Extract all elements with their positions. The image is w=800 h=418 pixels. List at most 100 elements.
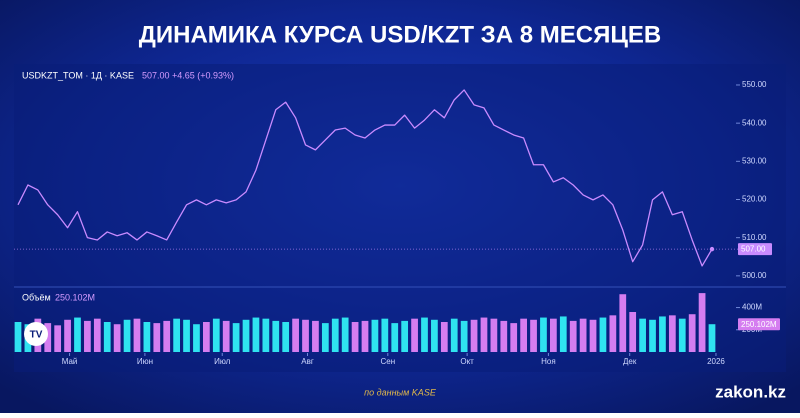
volume-bar (708, 324, 716, 352)
last-price-label: 507.00 (741, 245, 766, 254)
volume-bar (411, 318, 418, 352)
volume-bar (203, 322, 210, 352)
volume-bar (103, 322, 111, 352)
x-tick-label: Дек (623, 357, 637, 366)
volume-bar (93, 318, 101, 352)
y-tick-label: 530.00 (742, 156, 767, 165)
volume-bar (440, 322, 448, 352)
last-price-box (738, 243, 772, 256)
volume-bar (569, 320, 577, 352)
volume-bar (54, 325, 62, 352)
logo: TV (24, 322, 48, 346)
volume-bar (163, 320, 171, 352)
volume-bar (242, 319, 250, 352)
volume-bar (480, 317, 488, 352)
volume-bar (302, 319, 309, 352)
volume-bar (520, 318, 527, 352)
volume-bar (113, 324, 121, 352)
last-price: 507.00 (142, 70, 170, 80)
volume-bar (331, 318, 339, 352)
volume-bar (133, 318, 141, 352)
volume-bar (530, 319, 537, 352)
svg-text:TV: TV (30, 330, 43, 341)
volume-title: Объём (22, 292, 51, 302)
volume-bar (292, 318, 299, 352)
volume-bar (559, 316, 567, 352)
volume-bar (74, 317, 81, 352)
x-tick-label: Сен (380, 357, 395, 366)
source: по данным KASE (364, 387, 437, 397)
volume-bar (44, 323, 52, 352)
volume-bar (123, 319, 131, 352)
volume-bar (222, 320, 230, 352)
y-tick-label: 540.00 (742, 118, 767, 127)
change: +4.65 (+0.93%) (172, 70, 234, 80)
chart-title: ДИНАМИКА КУРСА USD/KZT ЗА 8 МЕСЯЦЕВ (139, 21, 661, 48)
brand: zakon.kz (715, 382, 786, 401)
volume-bar (153, 323, 161, 352)
y-tick-label: 550.00 (742, 80, 767, 89)
volume-bar (490, 318, 498, 352)
symbol: USDKZT_TOM · 1Д · KASE (22, 70, 134, 80)
volume-bar (252, 317, 260, 352)
y-tick-label: 520.00 (742, 195, 767, 204)
x-tick-label: Авг (301, 357, 314, 366)
volume-bar (421, 317, 428, 352)
volume-bar (262, 318, 270, 352)
volume-bar (84, 320, 91, 352)
plot-panel (14, 64, 786, 372)
volume-bar (649, 319, 656, 352)
last-price-dot (709, 246, 715, 252)
volume-bar (540, 317, 547, 352)
volume-bar (431, 319, 438, 352)
volume-bar (659, 316, 666, 352)
volume-last-label: 250.102M (741, 320, 777, 329)
x-tick-label: Окт (460, 357, 474, 366)
x-tick-label: Май (62, 357, 78, 366)
volume-bar (698, 293, 706, 352)
volume-bar (321, 323, 329, 352)
volume-bar (579, 318, 587, 352)
volume-bar (639, 318, 646, 352)
volume-bar (183, 319, 190, 352)
volume-header-value: 250.102M (55, 292, 95, 302)
volume-bar (361, 320, 369, 352)
volume-bar (14, 322, 22, 352)
volume-bar (450, 318, 458, 352)
volume-tick-label: 400M (742, 303, 762, 312)
y-tick-label: 510.00 (742, 233, 767, 242)
volume-bar (609, 315, 617, 352)
volume-bar (688, 314, 696, 352)
volume-bar (312, 320, 319, 352)
volume-bar (351, 322, 359, 352)
volume-bar (173, 318, 180, 352)
volume-bar (282, 322, 290, 352)
volume-bar (381, 318, 389, 352)
volume-bar (678, 318, 686, 352)
x-tick-label: Июн (137, 357, 153, 366)
volume-bar (232, 323, 240, 352)
y-tick-label: 500.00 (742, 271, 767, 280)
volume-bar (401, 320, 409, 352)
volume-bar (668, 315, 676, 352)
volume-bar (550, 318, 557, 352)
volume-bar (193, 324, 200, 352)
volume-bar (619, 294, 627, 352)
volume-bar (510, 323, 518, 352)
price-line (17, 89, 713, 267)
volume-bar (143, 322, 151, 352)
volume-bar (599, 317, 607, 352)
volume-bar (341, 317, 349, 352)
x-tick-label: 2026 (707, 357, 725, 366)
volume-bar (64, 319, 71, 352)
volume-bar (629, 312, 637, 352)
volume-bar (470, 319, 478, 352)
x-tick-label: Ноя (541, 357, 556, 366)
volume-bar (391, 323, 399, 352)
volume-bar (500, 320, 508, 352)
volume-bar (371, 319, 379, 352)
volume-bar (272, 320, 280, 352)
volume-bar (460, 320, 468, 352)
volume-last-box (738, 318, 780, 331)
